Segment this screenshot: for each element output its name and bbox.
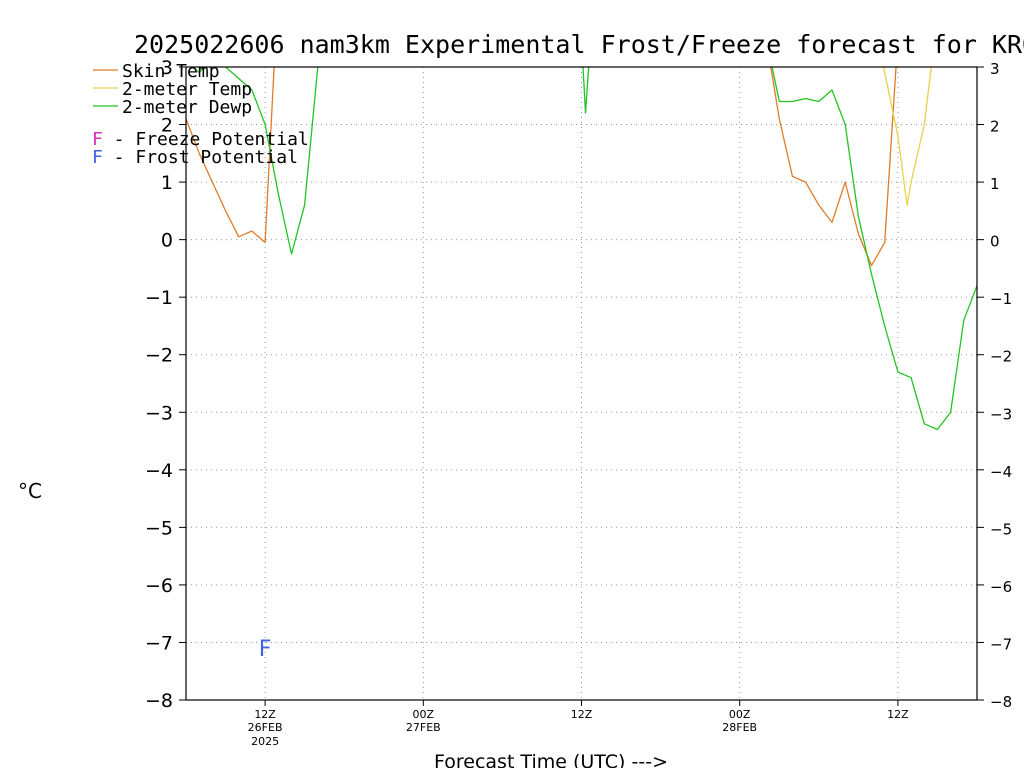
- y-tick-label-right: −8: [990, 693, 1012, 711]
- frost-markers: F: [259, 637, 272, 662]
- chart-title: 2025022606 nam3km Experimental Frost/Fre…: [134, 30, 1024, 59]
- y-tick-label-left: 1: [161, 172, 173, 194]
- y-tick-label-right: −6: [990, 578, 1012, 596]
- y-tick-label-left: −1: [145, 287, 173, 309]
- y-tick-label-left: −8: [145, 690, 173, 712]
- x-tick-date: 26FEB: [248, 721, 283, 734]
- data-series: [186, 67, 977, 431]
- y-axis-left: 3 2 1 0 −1 −2 −3 −4 −5 −6 −7 −8: [145, 57, 186, 712]
- y-tick-label-left: 0: [161, 230, 173, 252]
- y-tick-label-left: 3: [161, 57, 173, 79]
- y-tick-label-right: −3: [990, 405, 1012, 423]
- x-tick-label: 00Z: [729, 708, 751, 721]
- y-tick-label-right: −4: [990, 463, 1012, 481]
- y-tick-label-right: −1: [990, 290, 1012, 308]
- x-tick-label: 00Z: [413, 708, 435, 721]
- x-axis-label: Forecast Time (UTC) --->: [434, 751, 668, 768]
- y-axis-right: 3 2 1 0 −1 −2 −3 −4 −5 −6 −7 −8: [977, 60, 1012, 711]
- legend-label: - Freeze Potential: [103, 129, 309, 150]
- legend-marker: F: [92, 147, 103, 168]
- legend-label: Skin Temp: [122, 61, 220, 82]
- series-line-2-meter-temp: [882, 67, 932, 206]
- legend-label: - Frost Potential: [103, 147, 298, 168]
- y-tick-label-right: 0: [990, 233, 1000, 251]
- y-tick-label-right: 1: [990, 175, 1000, 193]
- x-tick-label: 12Z: [887, 708, 909, 721]
- y-tick-label-left: −6: [145, 575, 173, 597]
- y-tick-label-left: −7: [145, 632, 173, 654]
- legend-entry: F - Freeze Potential: [92, 129, 309, 150]
- frost-potential-marker: F: [259, 637, 272, 662]
- legend-label: 2-meter Temp: [122, 79, 252, 100]
- y-tick-label-right: 2: [990, 118, 1000, 136]
- y-tick-label-right: 3: [990, 60, 1000, 78]
- y-tick-label-left: −2: [145, 345, 173, 367]
- y-tick-label-right: −7: [990, 635, 1012, 653]
- y-axis-unit: °C: [18, 479, 42, 503]
- x-tick-date: 28FEB: [722, 721, 757, 734]
- y-tick-label-left: −3: [145, 402, 173, 424]
- legend-label: 2-meter Dewp: [122, 97, 252, 118]
- series-line-skin-temp: [186, 67, 897, 267]
- y-tick-label-right: −5: [990, 520, 1012, 538]
- x-tick-label: 12Z: [571, 708, 593, 721]
- x-tick-date: 27FEB: [406, 721, 441, 734]
- y-tick-label-left: 2: [161, 115, 173, 137]
- grid-lines: [186, 67, 977, 700]
- y-tick-label-right: −2: [990, 348, 1012, 366]
- legend-marker: F: [92, 129, 103, 150]
- x-tick-label: 12Z: [254, 708, 276, 721]
- plot-frame: [185, 66, 978, 701]
- series-line-2-meter-dewp: [191, 67, 977, 431]
- x-tick-year: 2025: [251, 735, 279, 748]
- legend-entry: F - Frost Potential: [92, 147, 298, 168]
- y-tick-label-left: −5: [145, 517, 173, 539]
- y-tick-label-left: −4: [145, 460, 173, 482]
